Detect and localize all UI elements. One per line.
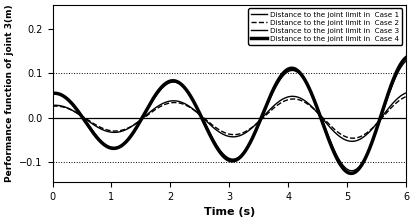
Distance to the joint limit in  Case 1 bbox=[403, 60, 408, 62]
Distance to the joint limit in  Case 1 bbox=[392, 75, 397, 78]
Distance to the joint limit in  Case 3 bbox=[403, 91, 408, 94]
Distance to the joint limit in  Case 4 bbox=[50, 92, 55, 95]
X-axis label: Time (s): Time (s) bbox=[203, 207, 254, 217]
Distance to the joint limit in  Case 3 bbox=[392, 99, 397, 101]
Distance to the joint limit in  Case 2 bbox=[212, 126, 217, 128]
Distance to the joint limit in  Case 3 bbox=[68, 108, 73, 111]
Y-axis label: Performance function of joint 3(m): Performance function of joint 3(m) bbox=[5, 4, 14, 182]
Line: Distance to the joint limit in  Case 3: Distance to the joint limit in Case 3 bbox=[52, 93, 405, 141]
Distance to the joint limit in  Case 2 bbox=[221, 131, 226, 134]
Distance to the joint limit in  Case 1 bbox=[68, 100, 73, 103]
Distance to the joint limit in  Case 2 bbox=[392, 102, 397, 105]
Distance to the joint limit in  Case 4 bbox=[403, 56, 408, 59]
Distance to the joint limit in  Case 3 bbox=[328, 127, 332, 130]
Distance to the joint limit in  Case 1 bbox=[212, 141, 217, 144]
Distance to the joint limit in  Case 1 bbox=[50, 93, 55, 95]
Distance to the joint limit in  Case 4 bbox=[212, 143, 217, 146]
Distance to the joint limit in  Case 2 bbox=[50, 105, 55, 108]
Distance to the joint limit in  Case 4 bbox=[221, 156, 226, 159]
Distance to the joint limit in  Case 1 bbox=[393, 75, 398, 78]
Distance to the joint limit in  Case 3 bbox=[221, 134, 226, 136]
Legend: Distance to the joint limit in  Case 1, Distance to the joint limit in  Case 2, : Distance to the joint limit in Case 1, D… bbox=[247, 8, 401, 45]
Distance to the joint limit in  Case 4 bbox=[328, 144, 332, 146]
Line: Distance to the joint limit in  Case 4: Distance to the joint limit in Case 4 bbox=[52, 57, 405, 173]
Distance to the joint limit in  Case 4 bbox=[68, 101, 73, 103]
Distance to the joint limit in  Case 4 bbox=[348, 172, 353, 175]
Distance to the joint limit in  Case 2 bbox=[328, 125, 332, 127]
Distance to the joint limit in  Case 3 bbox=[349, 140, 354, 143]
Distance to the joint limit in  Case 2 bbox=[350, 137, 355, 140]
Distance to the joint limit in  Case 2 bbox=[393, 102, 398, 105]
Distance to the joint limit in  Case 3 bbox=[212, 128, 217, 130]
Distance to the joint limit in  Case 1 bbox=[328, 141, 332, 144]
Distance to the joint limit in  Case 1 bbox=[221, 154, 226, 157]
Distance to the joint limit in  Case 2 bbox=[68, 108, 73, 111]
Distance to the joint limit in  Case 3 bbox=[393, 99, 398, 101]
Distance to the joint limit in  Case 3 bbox=[50, 104, 55, 107]
Distance to the joint limit in  Case 1 bbox=[349, 169, 354, 172]
Line: Distance to the joint limit in  Case 2: Distance to the joint limit in Case 2 bbox=[52, 97, 405, 138]
Distance to the joint limit in  Case 2 bbox=[403, 95, 408, 98]
Distance to the joint limit in  Case 4 bbox=[392, 72, 397, 75]
Distance to the joint limit in  Case 4 bbox=[393, 72, 398, 74]
Line: Distance to the joint limit in  Case 1: Distance to the joint limit in Case 1 bbox=[52, 61, 405, 171]
